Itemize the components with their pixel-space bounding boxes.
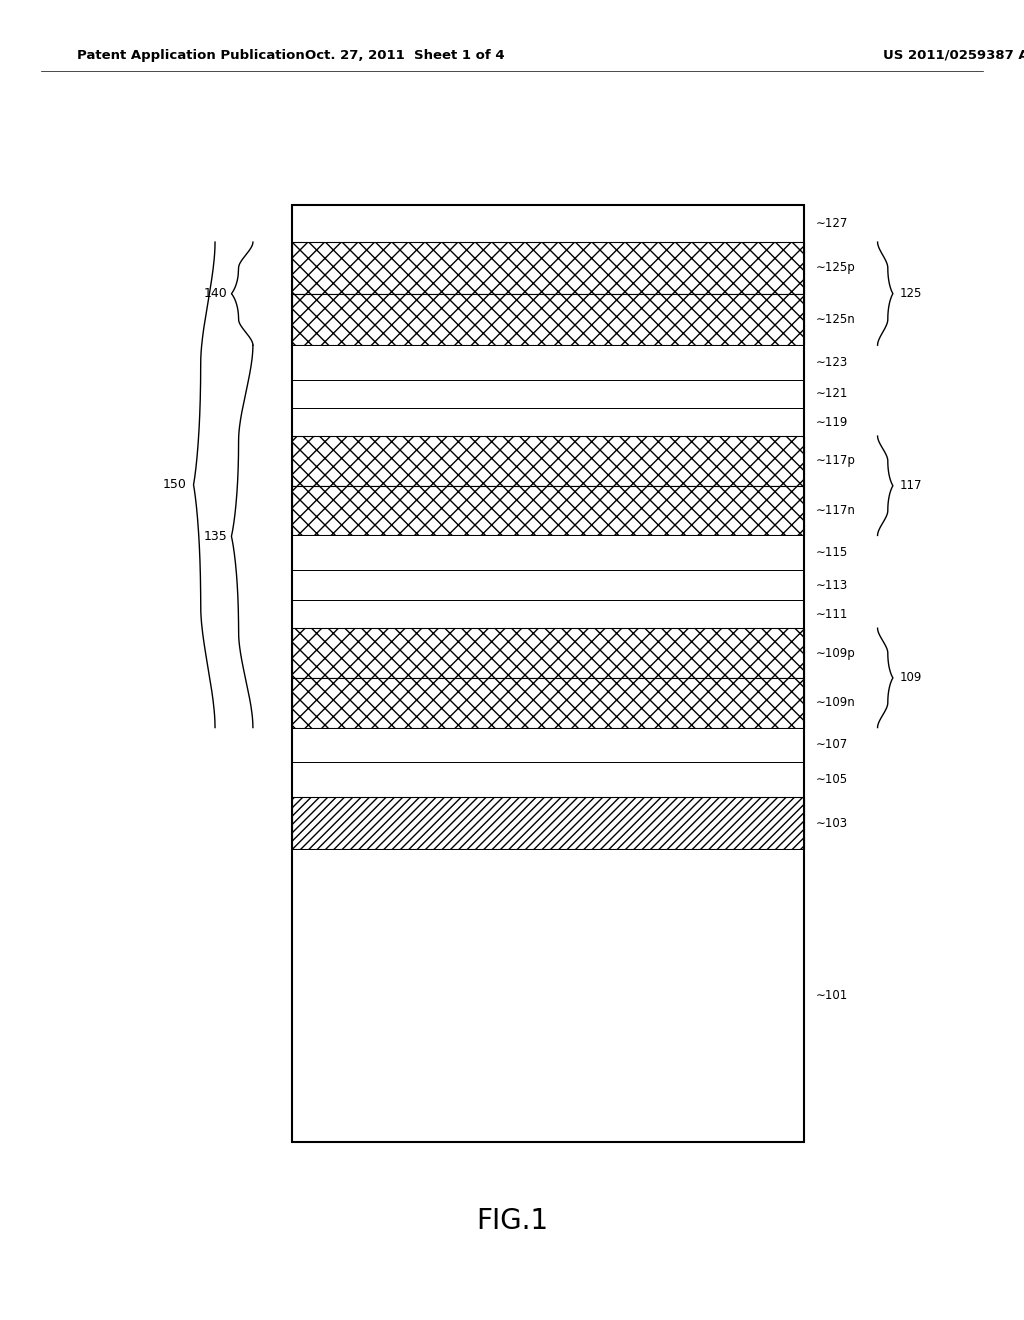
Bar <box>292 570 804 601</box>
Bar <box>292 380 804 408</box>
Text: ∼121: ∼121 <box>816 387 849 400</box>
Text: ∼111: ∼111 <box>816 607 849 620</box>
Text: ∼119: ∼119 <box>816 416 849 429</box>
Bar <box>292 678 804 727</box>
Text: 150: 150 <box>163 478 186 491</box>
Text: Oct. 27, 2011  Sheet 1 of 4: Oct. 27, 2011 Sheet 1 of 4 <box>305 49 504 62</box>
Text: ∼125p: ∼125p <box>816 261 856 275</box>
Bar <box>292 628 804 678</box>
Text: Patent Application Publication: Patent Application Publication <box>77 49 304 62</box>
Text: ∼103: ∼103 <box>816 817 848 830</box>
Bar <box>292 293 804 346</box>
Text: 117: 117 <box>900 479 923 492</box>
Bar <box>292 205 804 242</box>
Text: 135: 135 <box>204 529 227 543</box>
Text: 140: 140 <box>204 288 227 300</box>
Text: ∼113: ∼113 <box>816 578 848 591</box>
Text: ∼109n: ∼109n <box>816 696 856 709</box>
Bar <box>292 601 804 628</box>
Text: ∼123: ∼123 <box>816 356 848 370</box>
Bar <box>292 436 804 486</box>
Text: 109: 109 <box>900 672 923 684</box>
Bar <box>292 205 804 1142</box>
Bar <box>292 408 804 436</box>
Text: ∼125n: ∼125n <box>816 313 856 326</box>
Text: ∼105: ∼105 <box>816 774 848 787</box>
Text: ∼101: ∼101 <box>816 989 848 1002</box>
Text: ∼109p: ∼109p <box>816 647 856 660</box>
Text: ∼107: ∼107 <box>816 738 848 751</box>
Text: US 2011/0259387 A1: US 2011/0259387 A1 <box>883 49 1024 62</box>
Text: ∼115: ∼115 <box>816 546 848 560</box>
Bar <box>292 486 804 536</box>
Bar <box>292 346 804 380</box>
Bar <box>292 849 804 1142</box>
Bar <box>292 242 804 293</box>
Bar <box>292 536 804 570</box>
Text: ∼127: ∼127 <box>816 216 849 230</box>
Bar <box>292 797 804 849</box>
Text: 125: 125 <box>900 288 923 300</box>
Bar <box>292 727 804 762</box>
Bar <box>292 762 804 797</box>
Text: FIG.1: FIG.1 <box>476 1206 548 1236</box>
Text: ∼117n: ∼117n <box>816 504 856 517</box>
Text: ∼117p: ∼117p <box>816 454 856 467</box>
